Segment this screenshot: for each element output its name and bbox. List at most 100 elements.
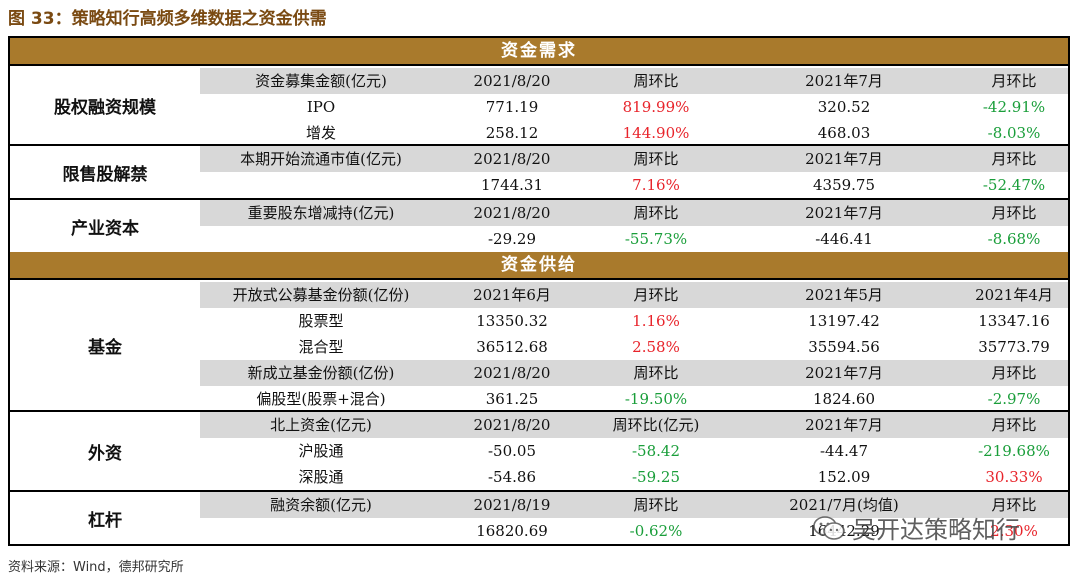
change-cell: -52.47% [982,176,1046,194]
value-cell: 35594.56 [808,338,880,356]
change-cell: -8.68% [987,230,1041,248]
value-cell: -44.47 [819,442,868,460]
row-label: 股票型 [298,312,344,330]
section-industry: 产业资本 重要股东增减持(亿元) 2021/8/20 周环比 2021年7月 月… [10,198,1068,252]
change-cell: 144.90% [622,124,690,142]
change-cell: -0.62% [629,522,683,540]
header-cell: 2021年7月 [805,416,883,434]
table-row: 股票型 13350.32 1.16% 13197.42 13347.16 [200,308,1068,334]
header-cell: 2021年7月 [805,364,883,382]
change-cell: -8.03% [987,124,1041,142]
header-cell: 2021年7月 [805,150,883,168]
table-row: 混合型 36512.68 2.58% 35594.56 35773.79 [200,334,1068,360]
section-foreign: 外资 北上资金(亿元) 2021/8/20 周环比(亿元) 2021年7月 月环… [10,410,1068,490]
section-label-equity: 股权融资规模 [54,97,156,118]
header-cell: 本期开始流通市值(亿元) [240,150,402,168]
value-cell: 771.19 [485,98,539,116]
header-cell: 2021/7月(均值) [789,496,899,514]
change-cell: 7.16% [632,176,680,194]
table-header-row: 北上资金(亿元) 2021/8/20 周环比(亿元) 2021年7月 月环比 [200,412,1068,438]
change-cell: 819.99% [622,98,690,116]
value-cell: 1824.60 [812,390,876,408]
header-cell: 周环比 [633,496,679,514]
header-cell: 月环比 [991,364,1037,382]
table-header-row: 资金募集金额(亿元) 2021/8/20 周环比 2021年7月 月环比 [200,68,1068,94]
change-cell: 2.58% [632,338,680,356]
table-row: 沪股通 -50.05 -58.42 -44.47 -219.68% [200,438,1068,464]
figure-title: 图 33：策略知行高频多维数据之资金供需 [8,9,327,29]
table-header-row: 本期开始流通市值(亿元) 2021/8/20 周环比 2021年7月 月环比 [200,146,1068,172]
row-label: IPO [306,98,336,116]
source-note: 资料来源：Wind，德邦研究所 [8,560,184,575]
value-cell: -50.05 [487,442,536,460]
table-header-row: 融资余额(亿元) 2021/8/19 周环比 2021/7月(均值) 月环比 [200,492,1068,518]
change-cell: -59.25 [631,468,680,486]
section-label-fund: 基金 [88,337,122,358]
value-cell: 4359.75 [812,176,876,194]
table-row: -29.29 -55.73% -446.41 -8.68% [200,226,1068,252]
header-cell: 周环比 [633,364,679,382]
change-cell: 30.33% [985,468,1043,486]
value-cell: 468.03 [817,124,871,142]
value-cell: -446.41 [815,230,873,248]
value-cell: 35773.79 [978,338,1050,356]
header-cell: 2021/8/20 [473,204,551,222]
change-cell: -55.73% [624,230,688,248]
value-cell: 152.09 [817,468,871,486]
data-table: 资金需求 股权融资规模 资金募集金额(亿元) 2021/8/20 周环比 202… [8,36,1070,546]
header-cell: 开放式公募基金份额(亿份) [232,286,410,304]
table-row: 16820.69 -0.62% 16442.29 2.30% [200,518,1068,544]
value-cell: 16820.69 [476,522,548,540]
header-cell: 周环比 [633,204,679,222]
header-cell: 2021年4月 [975,286,1053,304]
wechat-icon [813,515,845,540]
header-cell: 2021年7月 [805,72,883,90]
header-cell: 周环比 [633,72,679,90]
section-label-industry: 产业资本 [71,218,139,239]
header-cell: 新成立基金份额(亿份) [247,364,395,382]
row-label: 增发 [305,124,336,142]
demand-header: 资金需求 [10,38,1068,64]
row-label: 混合型 [298,338,344,356]
section-label-lockup: 限售股解禁 [62,164,148,185]
row-label: 深股通 [298,468,344,486]
section-label-leverage: 杠杆 [88,510,122,531]
change-cell: -219.68% [978,442,1050,460]
header-cell: 2021/8/19 [473,496,551,514]
header-cell: 月环比 [991,416,1037,434]
value-cell: 36512.68 [476,338,548,356]
watermark: 吴开达策略知行 [812,510,1020,545]
supply-header: 资金供给 [10,252,1068,278]
section-leverage: 杠杆 融资余额(亿元) 2021/8/19 周环比 2021/7月(均值) 月环… [10,490,1068,544]
section-label-foreign: 外资 [88,443,122,464]
change-cell: 2.30% [990,522,1038,540]
header-cell: 月环比 [991,496,1037,514]
header-cell: 月环比 [991,204,1037,222]
header-cell: 2021/8/20 [473,72,551,90]
header-cell: 月环比 [991,150,1037,168]
section-equity: 股权融资规模 资金募集金额(亿元) 2021/8/20 周环比 2021年7月 … [10,64,1068,144]
table-header-row: 开放式公募基金份额(亿份) 2021年6月 月环比 2021年5月 2021年4… [200,282,1068,308]
value-cell: 1744.31 [480,176,544,194]
header-cell: 周环比(亿元) [612,416,700,434]
header-cell: 2021年5月 [805,286,883,304]
header-cell: 2021年6月 [473,286,551,304]
header-cell: 重要股东增减持(亿元) [247,204,395,222]
table-row: 1744.31 7.16% 4359.75 -52.47% [200,172,1068,198]
header-cell: 月环比 [633,286,679,304]
header-cell: 2021/8/20 [473,150,551,168]
change-cell: -42.91% [982,98,1046,116]
table-header-row: 重要股东增减持(亿元) 2021/8/20 周环比 2021年7月 月环比 [200,200,1068,226]
change-cell: -2.97% [987,390,1041,408]
header-cell: 2021年7月 [805,204,883,222]
value-cell: -29.29 [487,230,536,248]
header-cell: 2021/8/20 [473,364,551,382]
row-label: 沪股通 [298,442,344,460]
table-header-row: 新成立基金份额(亿份) 2021/8/20 周环比 2021年7月 月环比 [200,360,1068,386]
header-cell: 融资余额(亿元) [270,496,372,514]
header-cell: 2021/8/20 [473,416,551,434]
value-cell: 258.12 [485,124,539,142]
header-cell: 月环比 [991,72,1037,90]
value-cell: 13347.16 [978,312,1050,330]
value-cell: 13197.42 [808,312,880,330]
